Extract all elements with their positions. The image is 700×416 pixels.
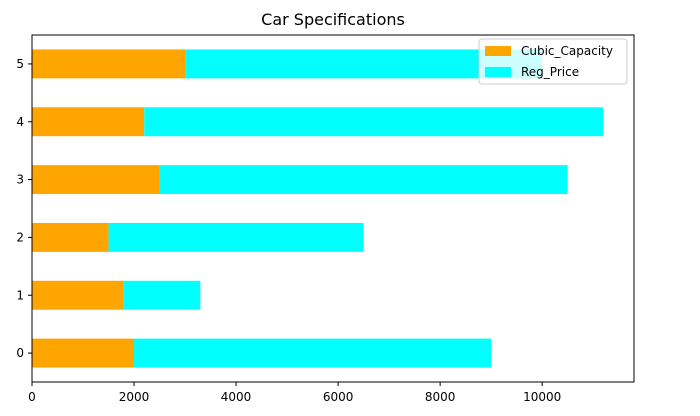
x-tick-label: 8000 [425, 390, 456, 404]
bar-cubic-capacity-3 [32, 165, 160, 195]
bar-cubic-capacity-5 [32, 49, 186, 79]
chart-title: Car Specifications [261, 10, 405, 29]
legend: Cubic_Capacity Reg_Price [478, 38, 628, 85]
x-tick-label: 10000 [523, 390, 561, 404]
plot-frame [31, 34, 635, 383]
x-tick-label: 4000 [221, 390, 252, 404]
y-tick-label: 4 [16, 115, 24, 129]
axes-layer: 0 2000 4000 6000 8000 10000 0 1 2 3 4 5 [16, 34, 635, 404]
bars-layer [32, 49, 604, 368]
legend-swatch-reg-price [485, 67, 511, 77]
legend-box [478, 38, 628, 85]
bar-reg-price-1 [123, 280, 201, 310]
y-tick-label: 3 [16, 173, 24, 187]
bar-cubic-capacity-0 [32, 338, 135, 368]
y-tick-label: 1 [16, 288, 24, 302]
y-tick-label: 0 [16, 346, 24, 360]
bar-reg-price-0 [134, 338, 492, 368]
legend-label-cubic-capacity: Cubic_Capacity [521, 44, 613, 58]
x-tick-label: 6000 [323, 390, 354, 404]
bar-reg-price-4 [144, 107, 604, 137]
bar-cubic-capacity-1 [32, 280, 124, 310]
y-tick-label: 2 [16, 230, 24, 244]
x-tick-label: 2000 [119, 390, 150, 404]
bar-cubic-capacity-2 [32, 222, 109, 252]
bar-reg-price-2 [108, 222, 364, 252]
legend-swatch-cubic-capacity [485, 46, 511, 56]
bar-reg-price-3 [159, 165, 568, 195]
legend-label-reg-price: Reg_Price [521, 65, 579, 79]
x-tick-label: 0 [28, 390, 36, 404]
bar-cubic-capacity-4 [32, 107, 145, 137]
y-tick-label: 5 [16, 57, 24, 71]
